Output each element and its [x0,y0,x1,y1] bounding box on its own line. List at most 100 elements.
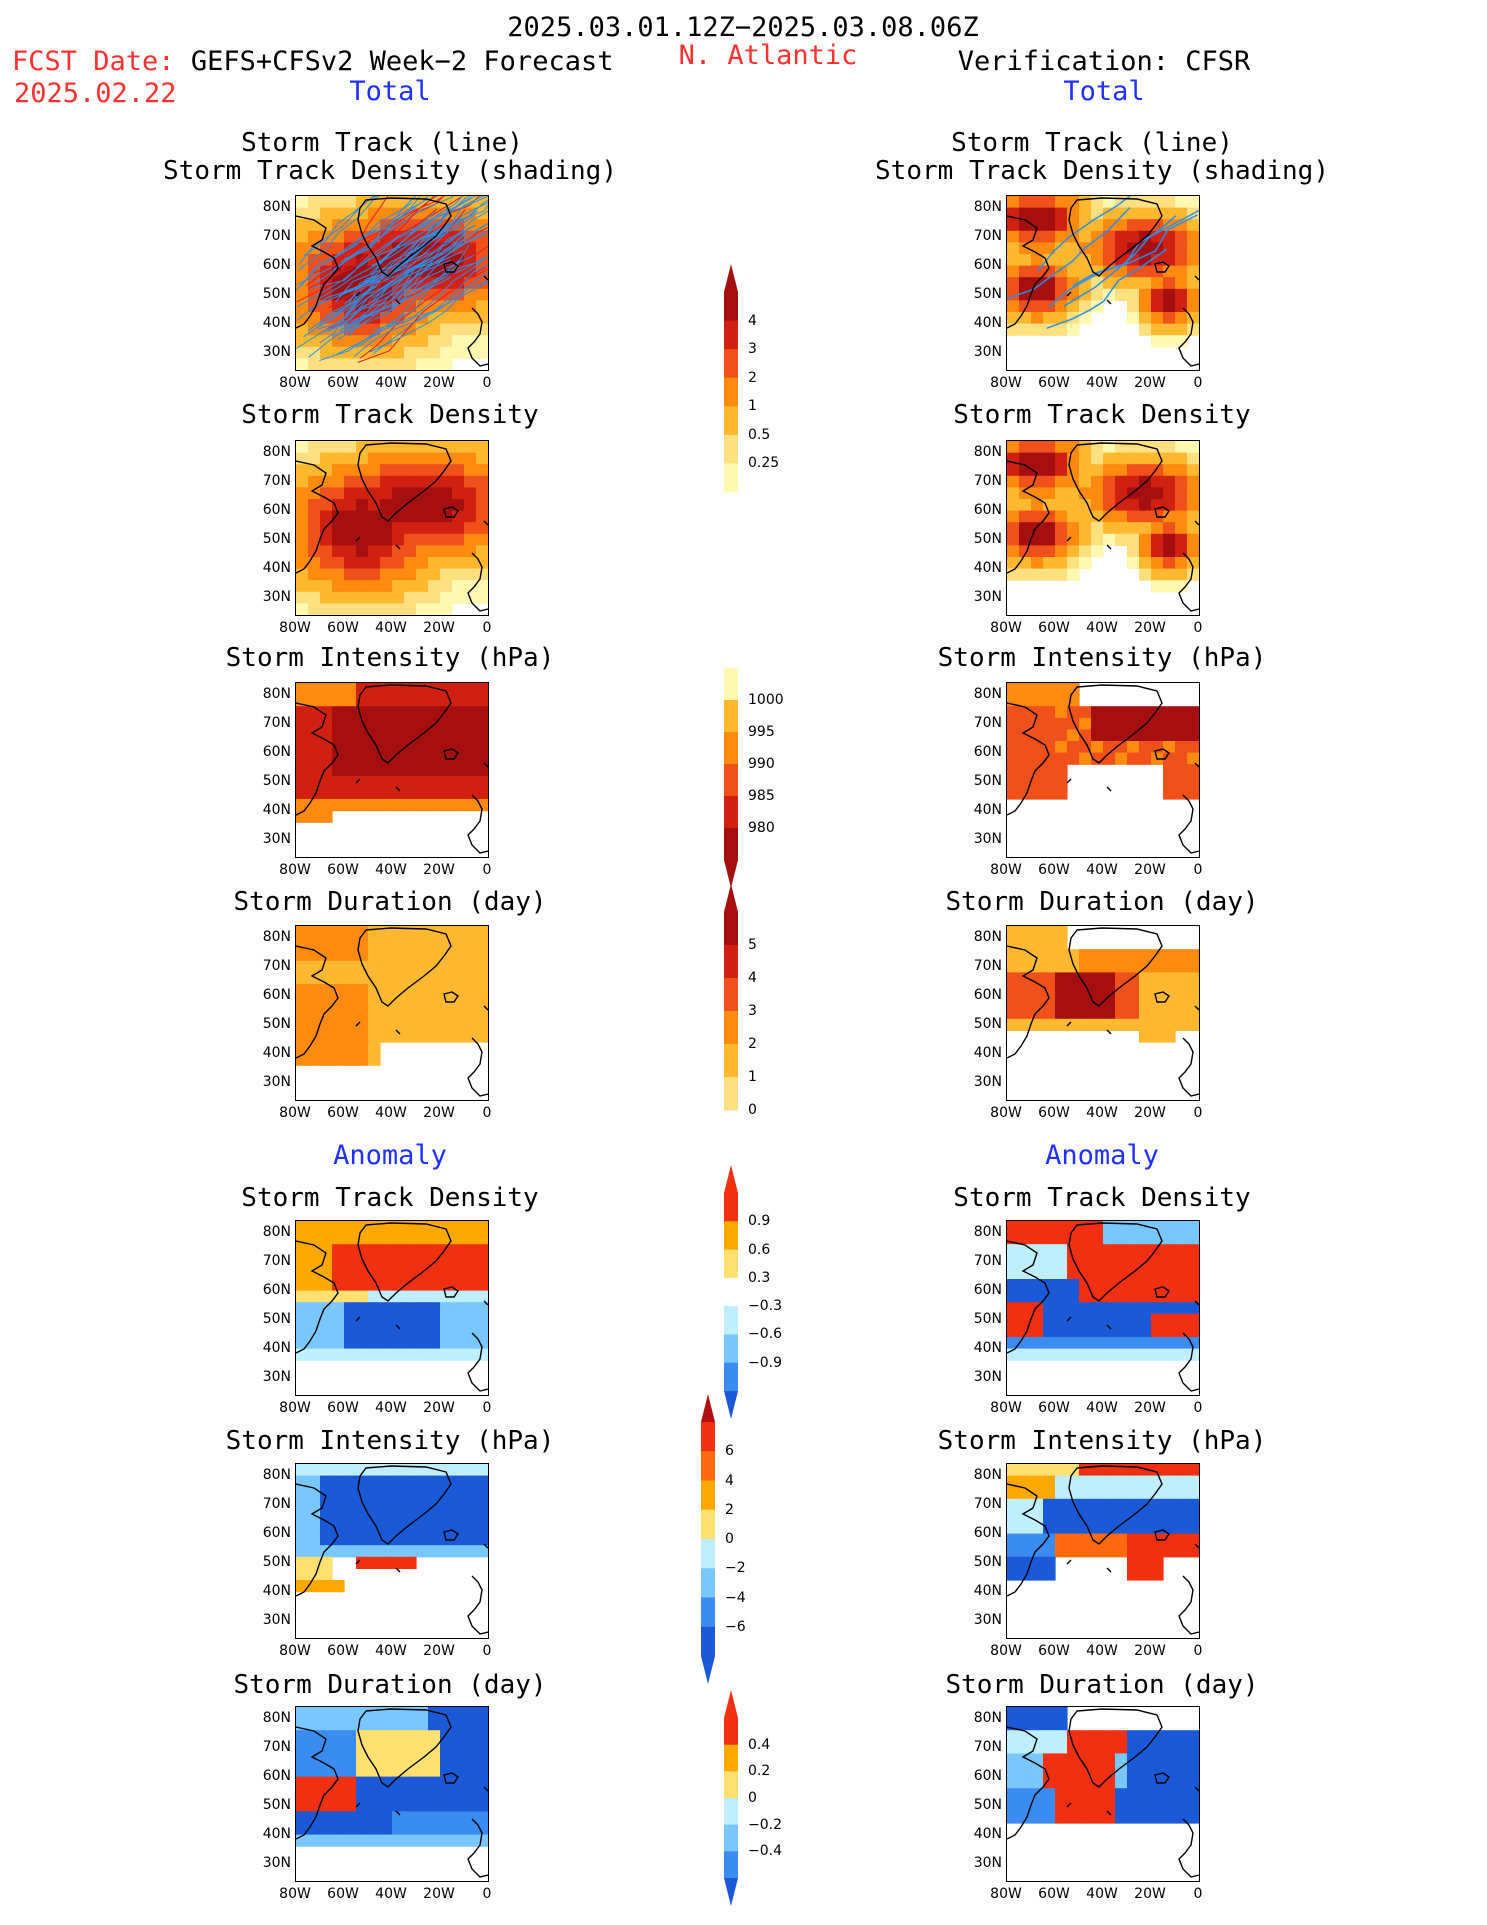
grid-cell [296,1267,309,1280]
grid-cell [356,522,369,535]
grid-cell [380,1255,393,1268]
grid-cell [344,510,357,523]
grid-cell [1031,545,1044,558]
grid-cell [416,683,429,696]
grid-cell [296,984,309,997]
grid-cell [1103,706,1116,719]
grid-cell [308,358,321,370]
grid-cell [344,799,357,812]
grid-cell [344,1730,357,1743]
grid-cell [1091,949,1104,962]
grid-cell [296,1730,309,1743]
lat-tick-label: 30N [973,1855,1002,1871]
intensity-anom-colorbar [701,1394,715,1684]
coastline [483,520,488,526]
grid-cell [452,230,465,243]
grid-cell [368,510,381,523]
lat-tick-label: 80N [973,929,1002,945]
grid-cell [356,1707,369,1720]
grid-cell [440,499,453,512]
grid-cell [1079,1799,1092,1812]
grid-cell [1187,1267,1199,1280]
grid-cell [440,1522,453,1535]
grid-cell [404,1823,417,1836]
grid-cell [380,1753,393,1766]
grid-cell [440,683,453,696]
grid-cell [440,926,453,939]
colorbar-label: −4 [725,1589,746,1606]
grid-cell [332,557,345,570]
grid-cell [344,1765,357,1778]
grid-cell [476,1811,488,1824]
storm-track-line [332,196,421,259]
grid-cell [464,1522,477,1535]
grid-cell [356,787,369,800]
grid-cell [1019,1313,1032,1326]
grid-cell [1175,1018,1188,1031]
grid-cell [1139,277,1152,290]
grid-cell [452,1232,465,1245]
grid-cell [1055,1765,1068,1778]
coastline [357,1708,452,1788]
grid-cell [464,1707,477,1720]
colorbar-label: 0.25 [748,455,780,472]
grid-cell [1031,752,1044,765]
grid-cell [332,1776,345,1789]
grid-cell [332,741,345,754]
grid-cell [1151,1313,1164,1326]
right-track-panel [1006,195,1200,371]
grid-cell [1055,441,1068,454]
grid-cell [1175,242,1188,255]
grid-cell [332,207,345,220]
lat-tick-label: 80N [973,1710,1002,1726]
grid-cell [428,1487,441,1500]
grid-cell [428,787,441,800]
storm-track-line [1046,248,1168,330]
coastline [1178,1037,1199,1097]
grid-cell [428,580,441,593]
coastline [1178,794,1199,854]
lon-tick-label: 40W [375,1105,407,1121]
grid-cell [1043,741,1056,754]
lon-tick-label: 20W [1134,1643,1166,1659]
grid-cell [1031,741,1044,754]
grid-cell [428,741,441,754]
grid-cell [1163,1267,1176,1280]
storm-track-line [1036,196,1132,272]
grid-cell [476,1510,488,1523]
grid-cell [464,230,477,243]
grid-cell [404,603,417,615]
grid-cell [296,522,309,535]
grid-cell [416,706,429,719]
grid-cell [1175,487,1188,500]
grid-cell [1043,775,1056,788]
grid-cell [1007,312,1020,325]
grid-cell [1019,1255,1032,1268]
grid-cell [440,533,453,546]
coastline [467,1037,488,1097]
grid-cell [332,1580,345,1593]
colorbar-label: 0.5 [748,426,771,443]
grid-cell [476,1788,488,1801]
grid-cell [428,1522,441,1535]
grid-cell [1019,522,1032,535]
grid-cell [1127,717,1140,730]
grid-cell [392,1533,405,1546]
coastline [1154,1286,1170,1298]
lat-tick-label: 50N [973,773,1002,789]
grid-cell [308,1568,321,1581]
colorbar-segment [724,1824,738,1852]
grid-cell [1091,499,1104,512]
grid-cell [1043,1741,1056,1754]
grid-cell [416,510,429,523]
grid-cell [296,960,309,973]
grid-cell [476,972,488,985]
grid-cell [404,1753,417,1766]
storm-track-line [340,229,488,329]
grid-cell [344,926,357,939]
grid-cell [296,335,309,348]
grid-cell [1115,995,1128,1008]
grid-cell [1139,545,1152,558]
grid-cell [1175,265,1188,278]
grid-cell [1067,1545,1080,1558]
